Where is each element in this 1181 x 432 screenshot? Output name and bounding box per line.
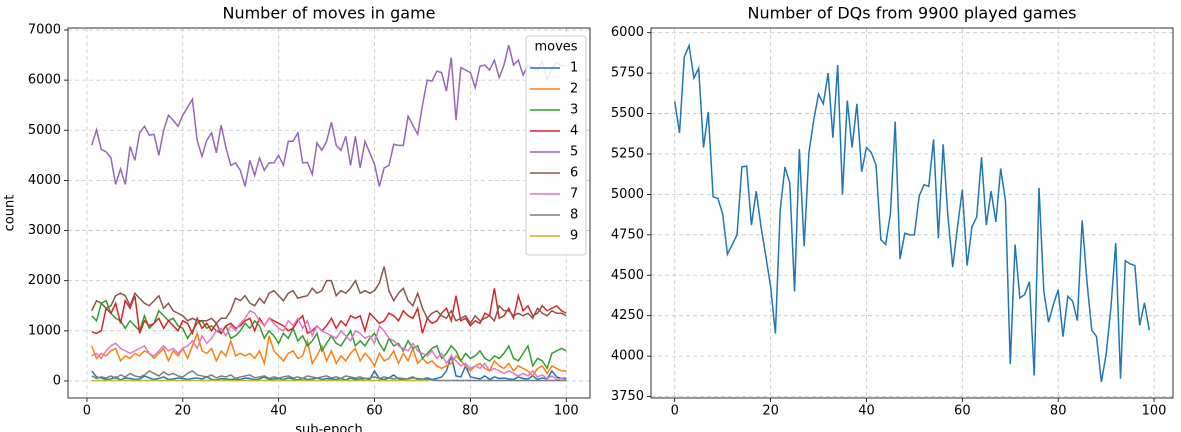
y-axis-label: count — [3, 195, 18, 232]
x-tick-label: 80 — [1050, 404, 1067, 419]
x-tick-label: 40 — [858, 404, 875, 419]
y-tick-label: 5500 — [611, 106, 644, 121]
plot-area — [68, 28, 590, 398]
data-line — [91, 288, 567, 336]
y-tick-label: 2000 — [28, 273, 61, 288]
data-line — [91, 266, 567, 325]
y-tick-label: 1000 — [28, 323, 61, 338]
x-tick-label: 0 — [83, 404, 91, 419]
x-tick-label: 40 — [270, 404, 287, 419]
legend-label: 8 — [570, 208, 578, 223]
data-line — [91, 370, 567, 382]
y-tick-label: 6000 — [611, 25, 644, 40]
legend-label: 3 — [570, 103, 578, 118]
x-tick-label: 60 — [366, 404, 383, 419]
x-tick-label: 20 — [175, 404, 192, 419]
data-line — [673, 42, 1151, 383]
x-tick-label: 20 — [762, 404, 779, 419]
chart-title: Number of moves in game — [222, 4, 435, 23]
data-line — [91, 353, 567, 381]
y-tick-label: 5000 — [28, 123, 61, 138]
legend-label: 6 — [570, 166, 578, 181]
legend: moves 1 2 3 4 5 6 7 8 9 — [525, 35, 587, 256]
legend-label: 2 — [570, 82, 578, 97]
y-tick-label: 5000 — [611, 187, 644, 202]
legend-label: 7 — [570, 187, 578, 202]
y-tick-label: 3000 — [28, 223, 61, 238]
y-tick-label: 4750 — [611, 227, 644, 242]
data-line — [91, 299, 567, 371]
y-tick-label: 0 — [53, 373, 61, 388]
chart-title: Number of DQs from 9900 played games — [747, 4, 1076, 23]
y-tick-label: 5250 — [611, 146, 644, 161]
axes-frame — [67, 27, 591, 399]
legend-label: 4 — [570, 124, 578, 139]
legend-title: moves — [534, 40, 577, 55]
y-tick-label: 3750 — [611, 389, 644, 404]
x-tick-label: 80 — [462, 404, 479, 419]
x-tick-label: 100 — [554, 404, 579, 419]
axes: 0 20 40 60 80 1000100020003000400050006000700… — [3, 4, 591, 432]
legend-label: 5 — [570, 145, 578, 160]
y-tick-label: 4000 — [611, 349, 644, 364]
x-tick-label: 100 — [1142, 404, 1167, 419]
x-tick-label: 0 — [671, 404, 679, 419]
axes: 0 20 40 60 80 100 3750 4000 4250 4500 4750 5000 5250… — [611, 4, 1174, 419]
y-tick-label: 4500 — [611, 268, 644, 283]
y-tick-label: 5750 — [611, 66, 644, 81]
x-axis-label: sub-epoch — [295, 423, 363, 432]
legend-label: 1 — [570, 61, 578, 76]
y-tick-label: 6000 — [28, 73, 61, 88]
y-tick-label: 4000 — [28, 173, 61, 188]
y-tick-label: 4250 — [611, 308, 644, 323]
x-tick-label: 60 — [954, 404, 971, 419]
data-line — [91, 330, 567, 378]
plot-area — [651, 28, 1173, 398]
y-tick-label: 7000 — [28, 23, 61, 38]
legend-box — [525, 35, 587, 256]
axes-frame — [650, 27, 1174, 399]
data-line — [91, 44, 567, 187]
legend-label: 9 — [570, 229, 578, 244]
data-line — [91, 309, 567, 381]
